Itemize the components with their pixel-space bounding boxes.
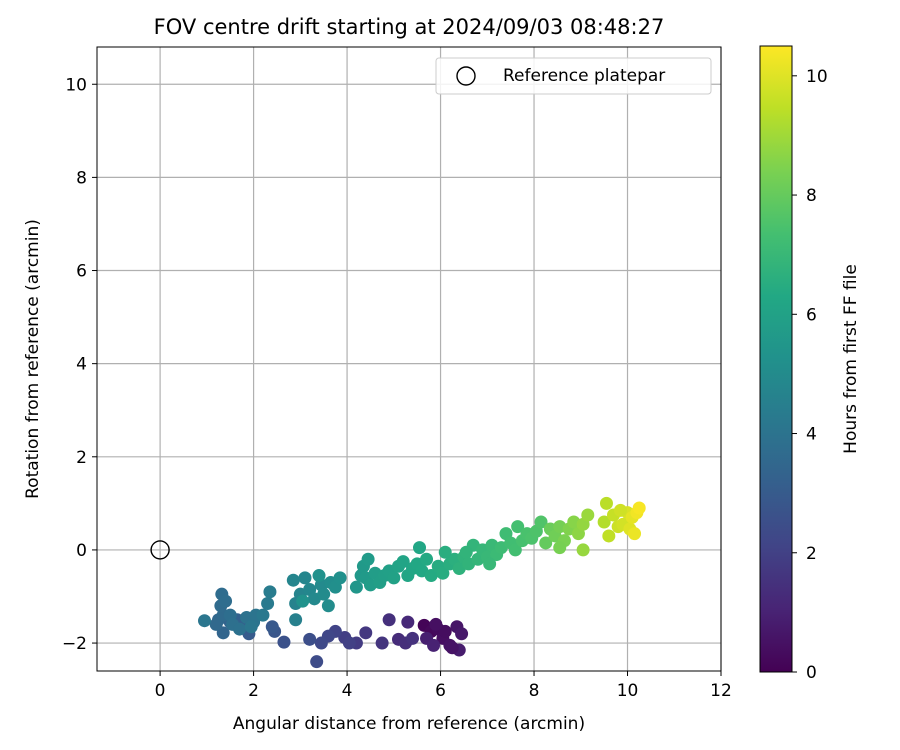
data-point — [483, 557, 497, 571]
colorbar-tick-label: 10 — [806, 67, 828, 87]
data-point — [436, 566, 450, 580]
data-points — [198, 496, 646, 669]
y-axis-ticks: −2 0 2 4 6 8 10 — [62, 75, 97, 654]
data-point — [277, 635, 291, 649]
data-point — [413, 541, 427, 555]
colorbar-tick-label: 8 — [806, 186, 817, 206]
data-point — [581, 508, 595, 522]
data-point — [429, 617, 443, 631]
data-point — [321, 599, 335, 613]
data-point — [382, 613, 396, 627]
colorbar-tick-label: 0 — [806, 663, 817, 683]
data-point — [553, 541, 567, 555]
data-point — [342, 636, 356, 650]
legend-label: Reference platepar — [503, 66, 665, 86]
data-point — [602, 529, 616, 543]
data-point — [438, 624, 452, 638]
data-point — [333, 571, 347, 585]
data-point — [420, 552, 434, 566]
data-point — [455, 627, 469, 641]
data-point — [317, 587, 331, 601]
colorbar-gradient — [759, 45, 793, 673]
data-point — [359, 626, 373, 640]
x-tick-label: 0 — [155, 681, 166, 701]
x-tick-label: 10 — [617, 681, 639, 701]
colorbar-tick-label: 2 — [806, 544, 817, 564]
legend: Reference platepar — [435, 57, 712, 95]
colorbar: 0 2 4 6 8 10 Hours from first FF file — [759, 45, 861, 683]
data-point — [628, 527, 642, 541]
colorbar-tick-label: 4 — [806, 425, 817, 445]
colorbar-tick-label: 6 — [806, 305, 817, 325]
x-tick-label: 2 — [248, 681, 259, 701]
data-point — [263, 585, 277, 599]
data-point — [387, 571, 401, 585]
data-point — [438, 545, 452, 559]
data-point — [632, 501, 646, 515]
y-tick-label: −2 — [62, 634, 87, 654]
data-point — [310, 655, 324, 669]
data-point — [375, 636, 389, 650]
data-point — [198, 614, 212, 628]
y-tick-label: 2 — [76, 448, 87, 468]
legend-box — [435, 57, 712, 95]
data-point — [599, 496, 613, 510]
data-point — [406, 631, 420, 645]
data-point — [312, 569, 326, 583]
legend-marker-icon — [456, 66, 476, 86]
y-tick-label: 10 — [65, 75, 87, 95]
plot-frame — [96, 46, 722, 672]
data-point — [576, 543, 590, 557]
x-axis-ticks: 0 2 4 6 8 10 12 — [155, 671, 732, 701]
data-point — [424, 569, 438, 583]
colorbar-label: Hours from first FF file — [841, 264, 861, 454]
data-point — [534, 515, 548, 529]
reference-marker — [150, 540, 170, 560]
data-point — [349, 580, 363, 594]
data-point — [396, 555, 410, 569]
data-point — [401, 615, 415, 629]
data-point — [361, 552, 375, 566]
data-point — [511, 520, 525, 534]
y-axis-label: Rotation from reference (arcmin) — [23, 219, 43, 499]
colorbar-ticks: 0 2 4 6 8 10 — [792, 67, 828, 683]
y-tick-label: 6 — [76, 262, 87, 282]
data-point — [296, 594, 310, 608]
data-point — [445, 641, 459, 655]
data-point — [265, 620, 279, 634]
data-point — [286, 573, 300, 587]
data-point — [233, 622, 247, 636]
data-point — [219, 594, 233, 608]
data-point — [289, 613, 303, 627]
y-tick-label: 8 — [76, 168, 87, 188]
data-point — [614, 503, 628, 517]
data-point — [298, 571, 312, 585]
data-point — [459, 545, 473, 559]
data-point — [256, 608, 270, 622]
data-point — [261, 596, 275, 610]
chart-title: FOV centre drift starting at 2024/09/03 … — [154, 15, 665, 39]
data-point — [427, 638, 441, 652]
x-tick-label: 12 — [710, 681, 732, 701]
x-axis-label: Angular distance from reference (arcmin) — [233, 714, 585, 734]
y-tick-label: 4 — [76, 355, 87, 375]
data-point — [244, 620, 258, 634]
y-tick-label: 0 — [76, 541, 87, 561]
x-tick-label: 4 — [342, 681, 353, 701]
data-point — [303, 632, 317, 646]
x-tick-label: 6 — [435, 681, 446, 701]
data-point — [314, 636, 328, 650]
x-tick-label: 8 — [529, 681, 540, 701]
data-point — [597, 515, 611, 529]
data-point — [508, 543, 522, 557]
data-point — [539, 536, 553, 550]
data-point — [209, 617, 223, 631]
reference-point — [150, 540, 170, 560]
